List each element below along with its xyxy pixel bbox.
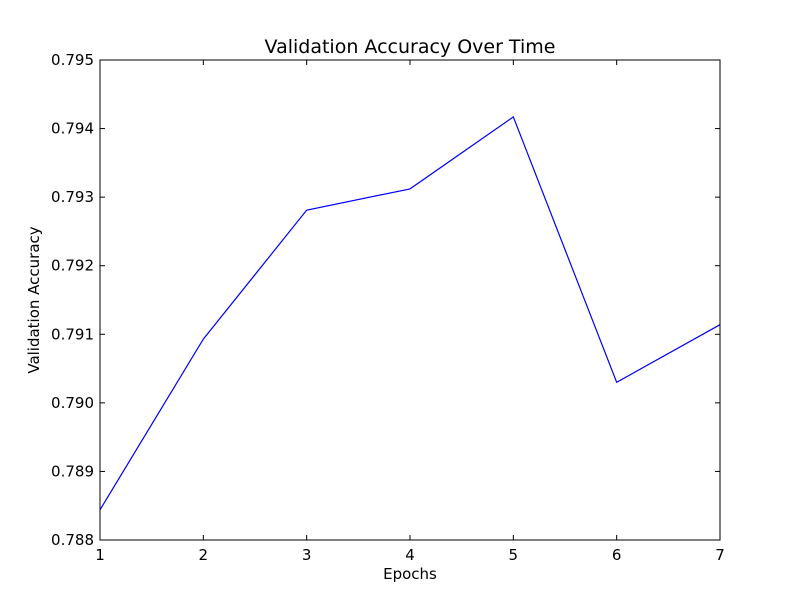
x-tick-label: 1 [95,546,105,564]
x-tick-label: 7 [715,546,725,564]
x-tick-label: 4 [405,546,415,564]
chart-title: Validation Accuracy Over Time [265,36,556,58]
y-tick-label: 0.792 [51,257,94,275]
plot-area [100,60,720,540]
y-tick-label: 0.794 [51,120,94,138]
y-tick-label: 0.795 [51,51,94,69]
y-tick-label: 0.790 [51,394,94,412]
y-axis-label: Validation Accuracy [25,226,43,373]
plot-frame [99,59,721,541]
x-axis-label: Epochs [383,565,437,583]
ticks-layer: 1 2 3 4 5 6 7 0.788 0.789 0.790 0.791 0.792 0.793 0.7… [51,51,725,564]
series-layer [99,115,721,511]
x-tick-label: 3 [302,546,312,564]
y-tick-label: 0.788 [51,531,94,549]
x-tick-label: 2 [199,546,209,564]
x-tick-label: 6 [612,546,622,564]
y-tick-label: 0.793 [51,188,94,206]
y-tick-label: 0.791 [51,325,94,343]
y-tick-label: 0.789 [51,462,94,480]
series-line-0 [99,115,721,511]
x-tick-label: 5 [509,546,519,564]
